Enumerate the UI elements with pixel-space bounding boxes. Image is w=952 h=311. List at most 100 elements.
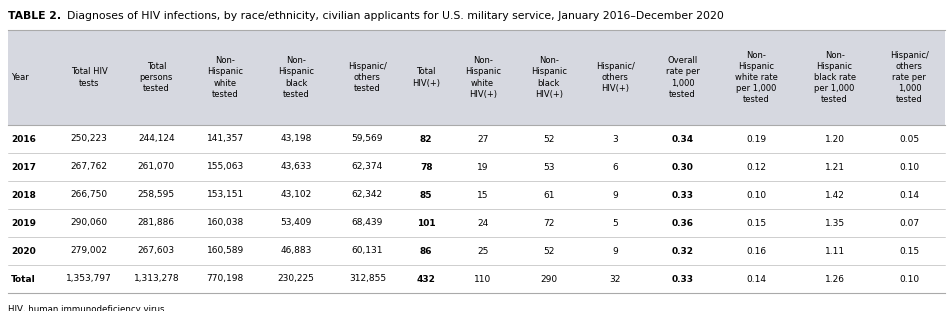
Text: 60,131: 60,131 <box>351 247 383 256</box>
Text: 59,569: 59,569 <box>351 134 383 143</box>
Text: 0.10: 0.10 <box>899 163 919 171</box>
Text: Overall
rate per
1,000
tested: Overall rate per 1,000 tested <box>664 56 699 99</box>
Text: 1.26: 1.26 <box>823 275 843 284</box>
Bar <box>8 30 944 125</box>
Text: 281,886: 281,886 <box>138 219 175 228</box>
Text: 1.21: 1.21 <box>823 163 843 171</box>
Text: 153,151: 153,151 <box>207 191 244 199</box>
Text: 266,750: 266,750 <box>70 191 108 199</box>
Text: 0.14: 0.14 <box>899 191 919 199</box>
Text: TABLE 2.: TABLE 2. <box>8 11 61 21</box>
Text: 0.10: 0.10 <box>899 275 919 284</box>
Text: 0.15: 0.15 <box>899 247 919 256</box>
Text: 258,595: 258,595 <box>138 191 175 199</box>
Text: Total
HIV(+): Total HIV(+) <box>412 67 440 88</box>
Text: 155,063: 155,063 <box>207 163 244 171</box>
Text: 62,374: 62,374 <box>351 163 383 171</box>
Text: 312,855: 312,855 <box>348 275 386 284</box>
Text: 9: 9 <box>611 191 617 199</box>
Text: 0.32: 0.32 <box>671 247 693 256</box>
Text: Hispanic/
others
HIV(+): Hispanic/ others HIV(+) <box>595 62 634 93</box>
Text: 43,102: 43,102 <box>280 191 311 199</box>
Text: 0.10: 0.10 <box>745 191 765 199</box>
Text: Non-
Hispanic
black
HIV(+): Non- Hispanic black HIV(+) <box>530 56 566 99</box>
Text: 101: 101 <box>416 219 435 228</box>
Text: 0.36: 0.36 <box>671 219 693 228</box>
Text: 770,198: 770,198 <box>207 275 244 284</box>
Text: 62,342: 62,342 <box>351 191 383 199</box>
Text: Total
persons
tested: Total persons tested <box>140 62 173 93</box>
Text: 9: 9 <box>611 247 617 256</box>
Text: 0.12: 0.12 <box>745 163 765 171</box>
Text: 1,353,797: 1,353,797 <box>66 275 111 284</box>
Text: 0.05: 0.05 <box>899 134 919 143</box>
Text: 1,313,278: 1,313,278 <box>133 275 179 284</box>
Text: 19: 19 <box>476 163 487 171</box>
Text: 0.34: 0.34 <box>671 134 693 143</box>
Text: Total: Total <box>11 275 36 284</box>
Text: 244,124: 244,124 <box>138 134 174 143</box>
Text: Diagnoses of HIV infections, by race/ethnicity, civilian applicants for U.S. mil: Diagnoses of HIV infections, by race/eth… <box>60 11 724 21</box>
Text: 61: 61 <box>543 191 554 199</box>
Text: 2018: 2018 <box>11 191 36 199</box>
Text: 0.19: 0.19 <box>745 134 765 143</box>
Text: 230,225: 230,225 <box>277 275 314 284</box>
Bar <box>8 153 944 181</box>
Bar <box>8 125 944 153</box>
Text: 2020: 2020 <box>11 247 36 256</box>
Text: 2017: 2017 <box>11 163 36 171</box>
Text: Total HIV
tests: Total HIV tests <box>70 67 108 88</box>
Text: 72: 72 <box>543 219 554 228</box>
Text: 0.33: 0.33 <box>671 191 693 199</box>
Text: 0.33: 0.33 <box>671 275 693 284</box>
Text: 1.42: 1.42 <box>823 191 843 199</box>
Text: Hispanic/
others
rate per
1,000
tested: Hispanic/ others rate per 1,000 tested <box>889 51 928 104</box>
Text: 0.07: 0.07 <box>899 219 919 228</box>
Text: 267,603: 267,603 <box>138 247 175 256</box>
Text: 0.15: 0.15 <box>745 219 765 228</box>
Text: HIV, human immunodeficiency virus.: HIV, human immunodeficiency virus. <box>8 305 167 311</box>
Text: Non-
Hispanic
white
HIV(+): Non- Hispanic white HIV(+) <box>465 56 500 99</box>
Text: 68,439: 68,439 <box>351 219 383 228</box>
Text: 52: 52 <box>543 247 554 256</box>
Text: 32: 32 <box>608 275 620 284</box>
Bar <box>8 265 944 293</box>
Text: 86: 86 <box>420 247 432 256</box>
Text: 160,038: 160,038 <box>207 219 244 228</box>
Text: 1.11: 1.11 <box>823 247 843 256</box>
Text: 3: 3 <box>611 134 617 143</box>
Text: Non-
Hispanic
white rate
per 1,000
tested: Non- Hispanic white rate per 1,000 teste… <box>734 51 777 104</box>
Bar <box>8 237 944 265</box>
Text: 290,060: 290,060 <box>70 219 108 228</box>
Text: 27: 27 <box>476 134 487 143</box>
Text: 110: 110 <box>473 275 490 284</box>
Text: 141,357: 141,357 <box>207 134 244 143</box>
Text: 15: 15 <box>476 191 487 199</box>
Text: 2016: 2016 <box>11 134 36 143</box>
Text: Non-
Hispanic
black rate
per 1,000
tested: Non- Hispanic black rate per 1,000 teste… <box>813 51 855 104</box>
Text: 0.30: 0.30 <box>671 163 693 171</box>
Text: 267,762: 267,762 <box>70 163 108 171</box>
Text: 160,589: 160,589 <box>207 247 244 256</box>
Text: 78: 78 <box>420 163 432 171</box>
Text: 46,883: 46,883 <box>280 247 311 256</box>
Text: 2019: 2019 <box>11 219 36 228</box>
Text: 1.35: 1.35 <box>823 219 843 228</box>
Text: 43,198: 43,198 <box>280 134 311 143</box>
Text: 52: 52 <box>543 134 554 143</box>
Text: 279,002: 279,002 <box>70 247 108 256</box>
Text: 25: 25 <box>476 247 487 256</box>
Text: 82: 82 <box>420 134 432 143</box>
Text: 250,223: 250,223 <box>70 134 108 143</box>
Text: 0.14: 0.14 <box>745 275 765 284</box>
Text: 53: 53 <box>543 163 554 171</box>
Text: 5: 5 <box>611 219 617 228</box>
Text: 432: 432 <box>416 275 435 284</box>
Text: Non-
Hispanic
black
tested: Non- Hispanic black tested <box>278 56 314 99</box>
Text: 1.20: 1.20 <box>823 134 843 143</box>
Text: 290: 290 <box>540 275 557 284</box>
Text: 85: 85 <box>420 191 432 199</box>
Text: 0.16: 0.16 <box>745 247 765 256</box>
Text: Year: Year <box>11 73 29 82</box>
Bar <box>8 209 944 237</box>
